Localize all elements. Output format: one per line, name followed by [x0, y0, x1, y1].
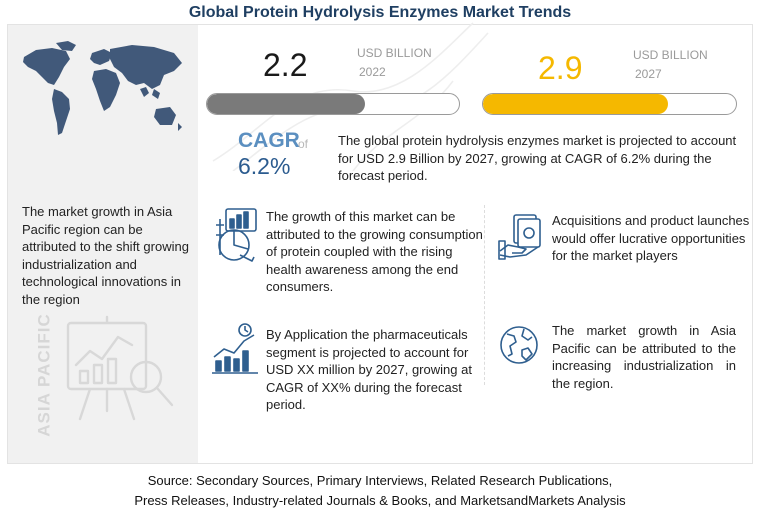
cagr-label: CAGR: [238, 129, 300, 152]
source-line-1: Source: Secondary Sources, Primary Inter…: [147, 473, 613, 488]
progress-fill-2022: [207, 94, 365, 114]
progress-bar-2022: [206, 93, 460, 115]
left-panel: The market growth in Asia Pacific region…: [8, 25, 198, 463]
growth-drivers-text: The growth of this market can be attribu…: [266, 209, 483, 294]
metric-unit-2027: USD BILLION 2027: [633, 46, 708, 84]
acquisitions-text: Acquisitions and product launches would …: [552, 213, 750, 263]
cagr-of-label: of: [298, 137, 309, 151]
page-title: Global Protein Hydrolysis Enzymes Market…: [188, 4, 572, 21]
left-panel-text: The market growth in Asia Pacific region…: [22, 204, 189, 307]
asia-pacific-vertical-label: ASIA PACIFIC: [34, 313, 54, 437]
world-map-icon: [23, 41, 182, 135]
metric-unit-2022: USD BILLION 2022: [357, 44, 432, 82]
cagr-value: 6.2%: [238, 153, 291, 179]
globe-icon: [500, 326, 538, 364]
market-analysis-illustration: [66, 315, 174, 421]
asia-pacific-growth-text: The market growth in Asia Pacific can be…: [552, 323, 736, 391]
application-segment-text: By Application the pharmaceuticals segme…: [266, 327, 472, 412]
source-footer: Source: Secondary Sources, Primary Inter…: [0, 471, 760, 511]
money-hand-icon: [498, 214, 541, 260]
infographic-panel: The market growth in Asia Pacific region…: [7, 22, 753, 464]
unit-label: USD BILLION: [633, 48, 708, 62]
metric-value-2022: 2.2: [263, 47, 308, 83]
progress-bar-2027: [482, 93, 737, 115]
year-label: 2027: [635, 67, 662, 81]
year-label: 2022: [359, 65, 386, 79]
column-divider: [484, 205, 485, 385]
metric-value-2027: 2.9: [538, 50, 583, 86]
market-summary-text: The global protein hydrolysis enzymes ma…: [338, 133, 737, 183]
growth-chart-icon: [212, 323, 258, 374]
source-line-2: Press Releases, Industry-related Journal…: [134, 493, 626, 508]
unit-label: USD BILLION: [357, 46, 432, 60]
progress-fill-2027: [483, 94, 668, 114]
health-analytics-icon: [216, 208, 257, 262]
